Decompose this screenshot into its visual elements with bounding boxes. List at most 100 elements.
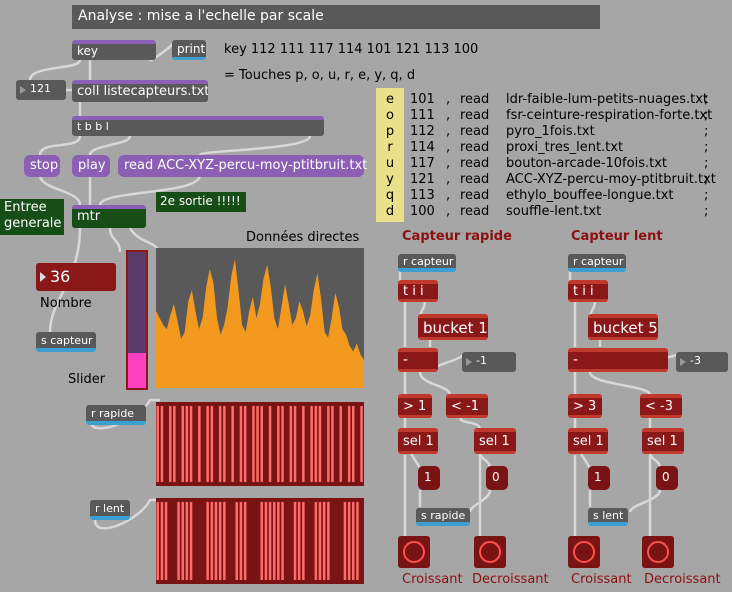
bar-mark [327, 406, 330, 482]
file-table-row: , 100 read souffle-lent.txt; [410, 204, 730, 220]
slider-fill [128, 352, 146, 388]
lent-decroissant-button[interactable] [642, 536, 674, 568]
comma-separator: , [446, 140, 451, 155]
rapide-message-1[interactable]: 1 [418, 466, 440, 490]
file-table-end: ; [704, 124, 709, 139]
bar-mark [181, 502, 184, 580]
number-box-36[interactable]: 36 [36, 263, 116, 291]
bar-mark [198, 406, 201, 482]
comma-separator: , [446, 172, 451, 187]
lent-croissant-label: Croissant [571, 572, 632, 587]
mtr-object[interactable]: mtr [72, 205, 146, 228]
file-table-code: 113 [410, 188, 435, 203]
play-message[interactable]: play [72, 155, 110, 177]
rapide-t-i-i[interactable]: t i i [398, 280, 438, 302]
lent-sel-1-a[interactable]: sel 1 [568, 428, 608, 454]
rapide-greater-than[interactable]: > 1 [398, 394, 432, 418]
file-table-cmd: read [460, 124, 490, 139]
rapide-bars-graph [156, 406, 363, 482]
rapide-minus[interactable]: - [398, 348, 438, 372]
stop-message[interactable]: stop [24, 155, 60, 177]
bar-mark [268, 406, 272, 482]
bar-mark [243, 406, 247, 482]
bar-mark [206, 406, 209, 482]
lent-r-capteur[interactable]: r capteur [568, 254, 626, 272]
lent-bucket[interactable]: bucket 5 [588, 314, 658, 340]
rapide-bar-display[interactable] [156, 402, 364, 486]
rapide-croissant-button[interactable] [398, 536, 430, 568]
key-letter: e [386, 92, 394, 107]
bar-mark [210, 406, 214, 482]
rapide-message-0[interactable]: 0 [486, 466, 508, 490]
waveform-display[interactable] [156, 248, 364, 388]
bar-mark [327, 502, 330, 580]
bar-mark [314, 502, 318, 580]
file-table: , 101 read ldr-faible-lum-petits-nuages.txt… [410, 92, 730, 222]
bar-mark [297, 502, 301, 580]
bar-mark [181, 406, 184, 482]
bar-mark [231, 406, 234, 482]
r-rapide-object[interactable]: r rapide [86, 405, 146, 425]
file-table-code: 112 [410, 124, 435, 139]
bar-mark [223, 502, 226, 580]
trigger-tbbl-object[interactable]: t b b l [72, 116, 324, 136]
rapide-r-capteur[interactable]: r capteur [398, 254, 456, 272]
rapide-less-than[interactable]: < -1 [446, 394, 488, 418]
bar-mark [314, 406, 318, 482]
donnees-directes-comment: Données directes [246, 230, 360, 245]
lent-less-than[interactable]: < -3 [640, 394, 682, 418]
file-table-file: ldr-faible-lum-petits-nuages.txt [506, 92, 708, 107]
file-table-code: 121 [410, 172, 435, 187]
key-object[interactable]: key [72, 40, 156, 60]
bar-mark [177, 502, 180, 580]
comma-separator: , [446, 188, 451, 203]
lent-bar-display[interactable] [156, 498, 364, 584]
read-file-message[interactable]: read ACC-XYZ-percu-moy-ptitbruit.txt [118, 155, 367, 177]
bar-mark [239, 406, 243, 482]
key-letter: p [385, 124, 395, 139]
rapide-decroissant-button[interactable] [474, 536, 506, 568]
file-table-end: ; [704, 108, 709, 123]
slider[interactable] [126, 250, 148, 390]
bar-mark [302, 406, 305, 482]
file-table-row: , 101 read ldr-faible-lum-petits-nuages.txt… [410, 92, 730, 108]
file-table-file: pyro_1fois.txt [506, 124, 595, 139]
lent-message-0[interactable]: 0 [656, 466, 678, 490]
rapide-sel-1-a[interactable]: sel 1 [398, 428, 438, 454]
bar-mark [352, 406, 355, 482]
rapide-s-rapide[interactable]: s rapide [416, 508, 470, 526]
key-letter: u [385, 156, 395, 171]
print-object[interactable]: print [172, 40, 206, 60]
lent-croissant-button[interactable] [568, 536, 600, 568]
r-lent-object[interactable]: r lent [90, 500, 130, 520]
file-table-code: 117 [410, 156, 435, 171]
coll-object[interactable]: coll listecapteurs.txt [72, 80, 208, 102]
lent-message-1[interactable]: 1 [588, 466, 610, 490]
rapide-croissant-label: Croissant [402, 572, 463, 587]
bar-mark [164, 502, 168, 580]
bar-mark [218, 406, 222, 482]
number-box-121[interactable]: 121 [16, 80, 66, 100]
bar-mark [206, 502, 209, 580]
lent-greater-than[interactable]: > 3 [568, 394, 602, 418]
lent-s-lent[interactable]: s lent [588, 508, 628, 526]
s-capteur-object[interactable]: s capteur [36, 332, 96, 352]
lent-t-i-i[interactable]: t i i [568, 280, 608, 302]
bar-mark [293, 502, 297, 580]
bar-mark [343, 502, 347, 580]
rapide-bucket[interactable]: bucket 1 [418, 314, 488, 340]
file-table-row: , 113 read ethylo_bouffee-longue.txt; [410, 188, 730, 204]
rapide-minus-number[interactable]: -1 [462, 352, 516, 372]
key-letter: d [385, 204, 395, 219]
bar-mark [239, 502, 243, 580]
bar-mark [156, 406, 159, 482]
file-table-file: fsr-ceinture-respiration-forte.txt [506, 108, 713, 123]
bar-mark [277, 406, 280, 482]
lent-minus[interactable]: - [568, 348, 668, 372]
comma-separator: , [446, 204, 451, 219]
lent-sel-1-b[interactable]: sel 1 [642, 428, 684, 454]
rapide-sel-1-b[interactable]: sel 1 [474, 428, 516, 454]
bar-mark [210, 502, 214, 580]
lent-minus-number[interactable]: -3 [676, 352, 728, 372]
bar-mark [223, 406, 226, 482]
